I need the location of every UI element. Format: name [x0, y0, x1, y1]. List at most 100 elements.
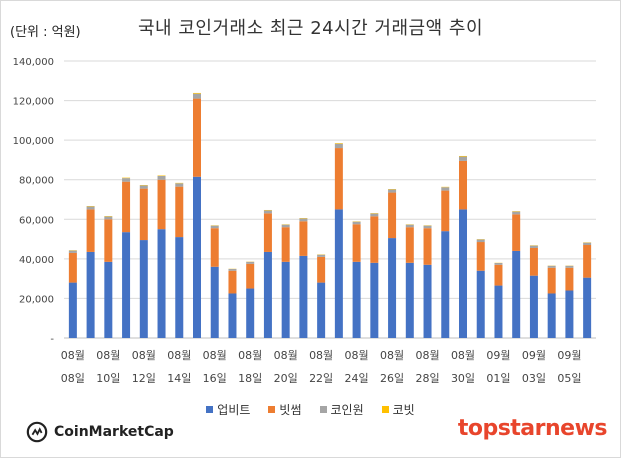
- x-tick-day: 08일: [61, 371, 85, 385]
- legend-item: 빗썸: [268, 401, 302, 418]
- bar-segment-빗썸: [193, 98, 201, 177]
- bar-segment-코인원: [494, 263, 503, 265]
- bar-segment-업비트: [334, 209, 343, 338]
- bar-segment-업비트: [68, 282, 77, 338]
- bar-segment-빗썸: [494, 264, 503, 286]
- bar-segment-업비트: [175, 237, 184, 338]
- bar-segment-업비트: [529, 275, 538, 338]
- x-tick-day: 05일: [557, 371, 581, 385]
- x-tick-day: 30일: [451, 371, 475, 385]
- x-tick-month: 08월: [451, 349, 475, 362]
- x-tick-month: 08월: [274, 349, 298, 362]
- bar-segment-빗썸: [299, 221, 308, 256]
- bar-segment-빗썸: [317, 256, 326, 283]
- bar-segment-코인원: [423, 225, 432, 229]
- x-tick-month: 08월: [345, 349, 369, 362]
- bar-segment-코인원: [370, 213, 379, 217]
- bar-segment-빗썸: [228, 270, 237, 294]
- bar-segment-빗썸: [246, 263, 255, 289]
- legend-swatch: [381, 406, 389, 413]
- bar-segment-빗썸: [210, 228, 219, 267]
- x-tick-month: 09월: [557, 349, 581, 362]
- x-tick-day: 22일: [309, 371, 333, 385]
- bar-segment-코인원: [122, 178, 131, 182]
- bar-segment-코인원: [565, 265, 574, 268]
- legend-item: 업비트: [206, 401, 250, 418]
- bar-segment-업비트: [210, 266, 219, 338]
- bar-segment-빗썸: [583, 245, 592, 278]
- bar-segment-빗썸: [281, 227, 290, 262]
- bar-segment-빗썸: [547, 267, 556, 294]
- x-tick-day: 03일: [522, 371, 546, 385]
- y-tick-label: 140,000: [13, 57, 54, 68]
- bar-segment-빗썸: [157, 179, 166, 230]
- x-tick-month: 08월: [203, 349, 227, 362]
- bar-segment-코인원: [246, 261, 255, 264]
- bar-segment-코인원: [299, 218, 308, 222]
- bar-segment-코인원: [175, 183, 184, 187]
- x-tick-month: 08월: [380, 349, 404, 362]
- x-tick-month: 09월: [522, 349, 546, 362]
- y-tick-label: -: [50, 334, 54, 345]
- x-tick-day: 01일: [486, 371, 510, 385]
- bar-segment-업비트: [512, 250, 521, 338]
- bar-segment-업비트: [299, 255, 308, 338]
- bar-segment-업비트: [476, 270, 485, 338]
- bar-segment-코인원: [441, 187, 450, 191]
- x-tick-month: 08월: [132, 349, 156, 362]
- bar-segment-업비트: [388, 238, 397, 338]
- bar-segment-업비트: [405, 262, 414, 338]
- bar-segment-빗썸: [104, 219, 113, 262]
- bar-segment-업비트: [352, 261, 361, 338]
- x-tick-day: 14일: [167, 371, 191, 385]
- legend-label: 업비트: [217, 403, 251, 417]
- bar-segment-빗썸: [405, 227, 414, 263]
- bar-segment-코인원: [210, 225, 219, 229]
- legend-label: 코인원: [330, 403, 364, 417]
- bar-segment-업비트: [441, 231, 450, 338]
- bar-segment-빗썸: [352, 224, 361, 262]
- bar-segment-빗썸: [334, 148, 343, 210]
- bar-segment-업비트: [281, 261, 290, 338]
- y-tick-label: 20,000: [19, 294, 54, 305]
- bar-segment-코빗: [334, 143, 343, 144]
- bar-segment-코인원: [193, 93, 201, 99]
- bar-segment-코인원: [405, 224, 414, 228]
- bar-segment-업비트: [263, 251, 272, 338]
- unit-label: (단위 : 억원): [10, 25, 81, 40]
- chart-legend: 업비트 빗썸 코인원 코빗: [0, 401, 621, 418]
- bar-segment-코인원: [104, 216, 113, 220]
- bar-segment-업비트: [317, 282, 326, 338]
- bar-segment-업비트: [228, 293, 237, 338]
- x-tick-month: 09월: [486, 349, 510, 362]
- chart-title: 국내 코인거래소 최근 24시간 거래금액 추이: [137, 18, 484, 39]
- bar-segment-업비트: [423, 264, 432, 338]
- bar-segment-빗썸: [423, 228, 432, 265]
- bar-segment-업비트: [157, 229, 166, 338]
- bar-segment-코빗: [459, 155, 467, 157]
- bar-segment-빗썸: [512, 214, 521, 251]
- bar-segment-업비트: [565, 290, 574, 338]
- bar-segment-코인원: [228, 268, 237, 271]
- bar-segment-업비트: [494, 285, 503, 338]
- bar-segment-빗썸: [529, 247, 538, 276]
- x-tick-day: 24일: [345, 371, 369, 385]
- bar-segment-빗썸: [139, 188, 148, 241]
- bar-segment-업비트: [86, 251, 95, 338]
- bar-segment-빗썸: [459, 160, 467, 210]
- legend-label: 빗썸: [279, 403, 302, 417]
- x-tick-day: 12일: [132, 371, 156, 385]
- bar-segment-코인원: [547, 265, 556, 268]
- bar-segment-코인원: [529, 245, 538, 248]
- x-tick-day: 28일: [415, 371, 439, 385]
- bar-segment-코인원: [281, 224, 290, 228]
- bar-segment-빗썸: [86, 209, 95, 252]
- bar-segment-업비트: [122, 232, 131, 338]
- bar-segment-업비트: [459, 209, 467, 338]
- y-tick-label: 100,000: [13, 136, 54, 147]
- x-tick-month: 08월: [238, 349, 262, 362]
- coinmarketcap-text: CoinMarketCap: [54, 424, 174, 440]
- bar-segment-빗썸: [565, 267, 574, 291]
- x-tick-day: 18일: [238, 371, 262, 385]
- bar-segment-코인원: [459, 156, 467, 161]
